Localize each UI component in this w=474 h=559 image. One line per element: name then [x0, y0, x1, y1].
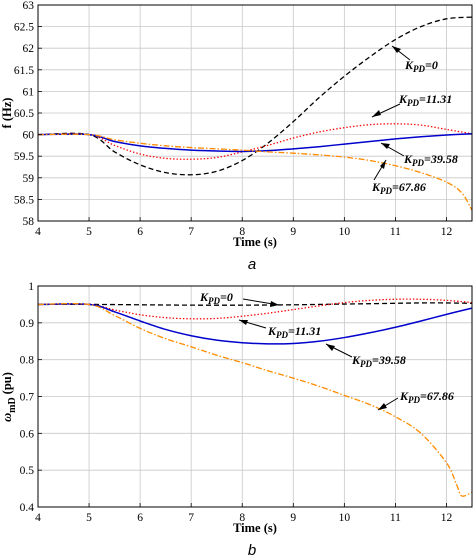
- panel-b-series: [37, 298, 473, 497]
- panel-b-x-tick-label: 10: [339, 512, 351, 524]
- panel-a-x-tick-label: 10: [339, 226, 351, 238]
- panel-a-grid: [37, 4, 472, 222]
- panel-a-y-axis-label: f (Hz): [0, 98, 14, 129]
- panel-a-y-tick-label: 59: [23, 173, 35, 185]
- svg-text:KPD=39.58: KPD=39.58: [351, 353, 406, 369]
- panel-a-x-tick-label: 8: [239, 226, 245, 238]
- panel-b-x-tick-label: 4: [35, 512, 41, 524]
- panel-a-x-tick-label: 5: [86, 226, 92, 238]
- panel-a-series-line-3: [37, 132, 473, 153]
- panel-a-series: [37, 16, 473, 211]
- panel-b-y-tick-label: 0.6: [20, 428, 35, 440]
- panel-a-x-tick-label: 4: [35, 226, 41, 238]
- panel-a-x-axis-label: Time (s): [233, 235, 277, 249]
- panel-a-x-tick-label: 11: [390, 226, 401, 238]
- panel-b-y-axis-label: ωmD(pu): [0, 372, 18, 422]
- panel-b-series-line-4: [37, 302, 473, 497]
- panel-a-y-tick-label: 62.5: [14, 22, 34, 34]
- panel-b-annotation-kpd-39-58: KPD=39.58: [325, 343, 406, 369]
- panel-b-caption: b: [248, 542, 256, 559]
- panel-a-y-tick-label: 61.5: [14, 65, 34, 77]
- panel-a-y-tick-label: 60.5: [14, 108, 34, 120]
- svg-text:KPD=11.31: KPD=11.31: [267, 324, 321, 340]
- panel-a-tick-labels: 4 5 6 7 8 9 10 11 12 58 58.5 59 59.5 60 60.5 61 61.5 62 62…: [14, 0, 453, 238]
- panel-a-series-line-4: [37, 133, 473, 211]
- panel-b-y-tick-label: 0.7: [20, 392, 35, 404]
- panel-b-y-tick-label: 0.5: [20, 465, 35, 477]
- panel-b-x-tick-label: 9: [290, 512, 296, 524]
- panel-b-y-tick-label: 1: [28, 281, 34, 293]
- panel-b-x-tick-label: 11: [390, 512, 401, 524]
- panel-b-series-line-1: [37, 302, 473, 306]
- panel-a-y-tick-label: 60: [23, 130, 35, 142]
- panel-b-rotor-speed-chart: 4 5 6 7 8 9 10 11 12 0.4 0.5 0.6 0.7 0.8 0.9 1 Time (s)…: [0, 281, 473, 559]
- panel-b-series-line-3: [37, 303, 473, 345]
- panel-b-x-axis-label: Time (s): [233, 521, 277, 535]
- svg-text:KPD=11.31: KPD=11.31: [398, 92, 452, 108]
- panel-a-y-tick-label: 58.5: [14, 194, 34, 206]
- panel-b-x-tick-label: 12: [441, 512, 453, 524]
- panel-a-y-tick-label: 58: [23, 216, 35, 228]
- panel-b-series-line-2: [37, 298, 473, 320]
- panel-a-y-tick-label: 63: [23, 0, 35, 12]
- panel-b-x-tick-label: 5: [86, 512, 92, 524]
- panel-a-series-line-2: [37, 123, 473, 160]
- panel-b-annotation-kpd-67-86: KPD=67.86: [377, 389, 454, 411]
- svg-text:KPD=67.86: KPD=67.86: [399, 389, 454, 405]
- panel-a-annotation-kpd-39-58: KPD=39.58: [380, 142, 458, 168]
- panel-a-x-tick-label: 7: [188, 226, 194, 238]
- panel-b-x-tick-label: 7: [188, 512, 194, 524]
- panel-b-x-tick-label: 8: [239, 512, 245, 524]
- panel-a-x-tick-label: 6: [137, 226, 143, 238]
- panel-b-annotation-kpd-0: KPD=0: [199, 290, 280, 307]
- panel-a-annotation-kpd-11-31: KPD=11.31: [371, 92, 452, 118]
- panel-b-tick-labels: 4 5 6 7 8 9 10 11 12 0.4 0.5 0.6 0.7 0.8 0.9 1: [20, 281, 453, 524]
- svg-text:KPD=67.86: KPD=67.86: [371, 180, 426, 196]
- panel-b-y-tick-label: 0.9: [20, 318, 35, 330]
- panel-a-annotation-kpd-67-86: KPD=67.86: [371, 159, 426, 196]
- panel-a-y-tick-label: 61: [23, 86, 35, 98]
- panel-b-x-tick-label: 6: [137, 512, 143, 524]
- panel-a-x-tick-label: 9: [290, 226, 296, 238]
- panel-a-x-tick-label: 12: [441, 226, 453, 238]
- svg-text:KPD=0: KPD=0: [404, 58, 438, 74]
- panel-a-caption: a: [248, 256, 256, 273]
- panel-b-annotation-kpd-11-31: KPD=11.31: [238, 319, 321, 340]
- svg-text:KPD=39.58: KPD=39.58: [403, 152, 458, 168]
- panel-a-y-tick-label: 59.5: [14, 151, 34, 163]
- svg-text:KPD=0: KPD=0: [199, 290, 233, 306]
- panel-a-series-line-1: [37, 16, 473, 176]
- panel-a-y-tick-label: 62: [23, 43, 35, 55]
- panel-b-y-tick-label: 0.8: [20, 355, 35, 367]
- panel-a-frequency-chart: 4 5 6 7 8 9 10 11 12 58 58.5 59 59.5 60 60.5 61 61.5 62 62…: [0, 0, 473, 273]
- panel-b-y-tick-label: 0.4: [20, 502, 35, 514]
- panel-a-annotation-kpd-0: KPD=0: [391, 45, 438, 74]
